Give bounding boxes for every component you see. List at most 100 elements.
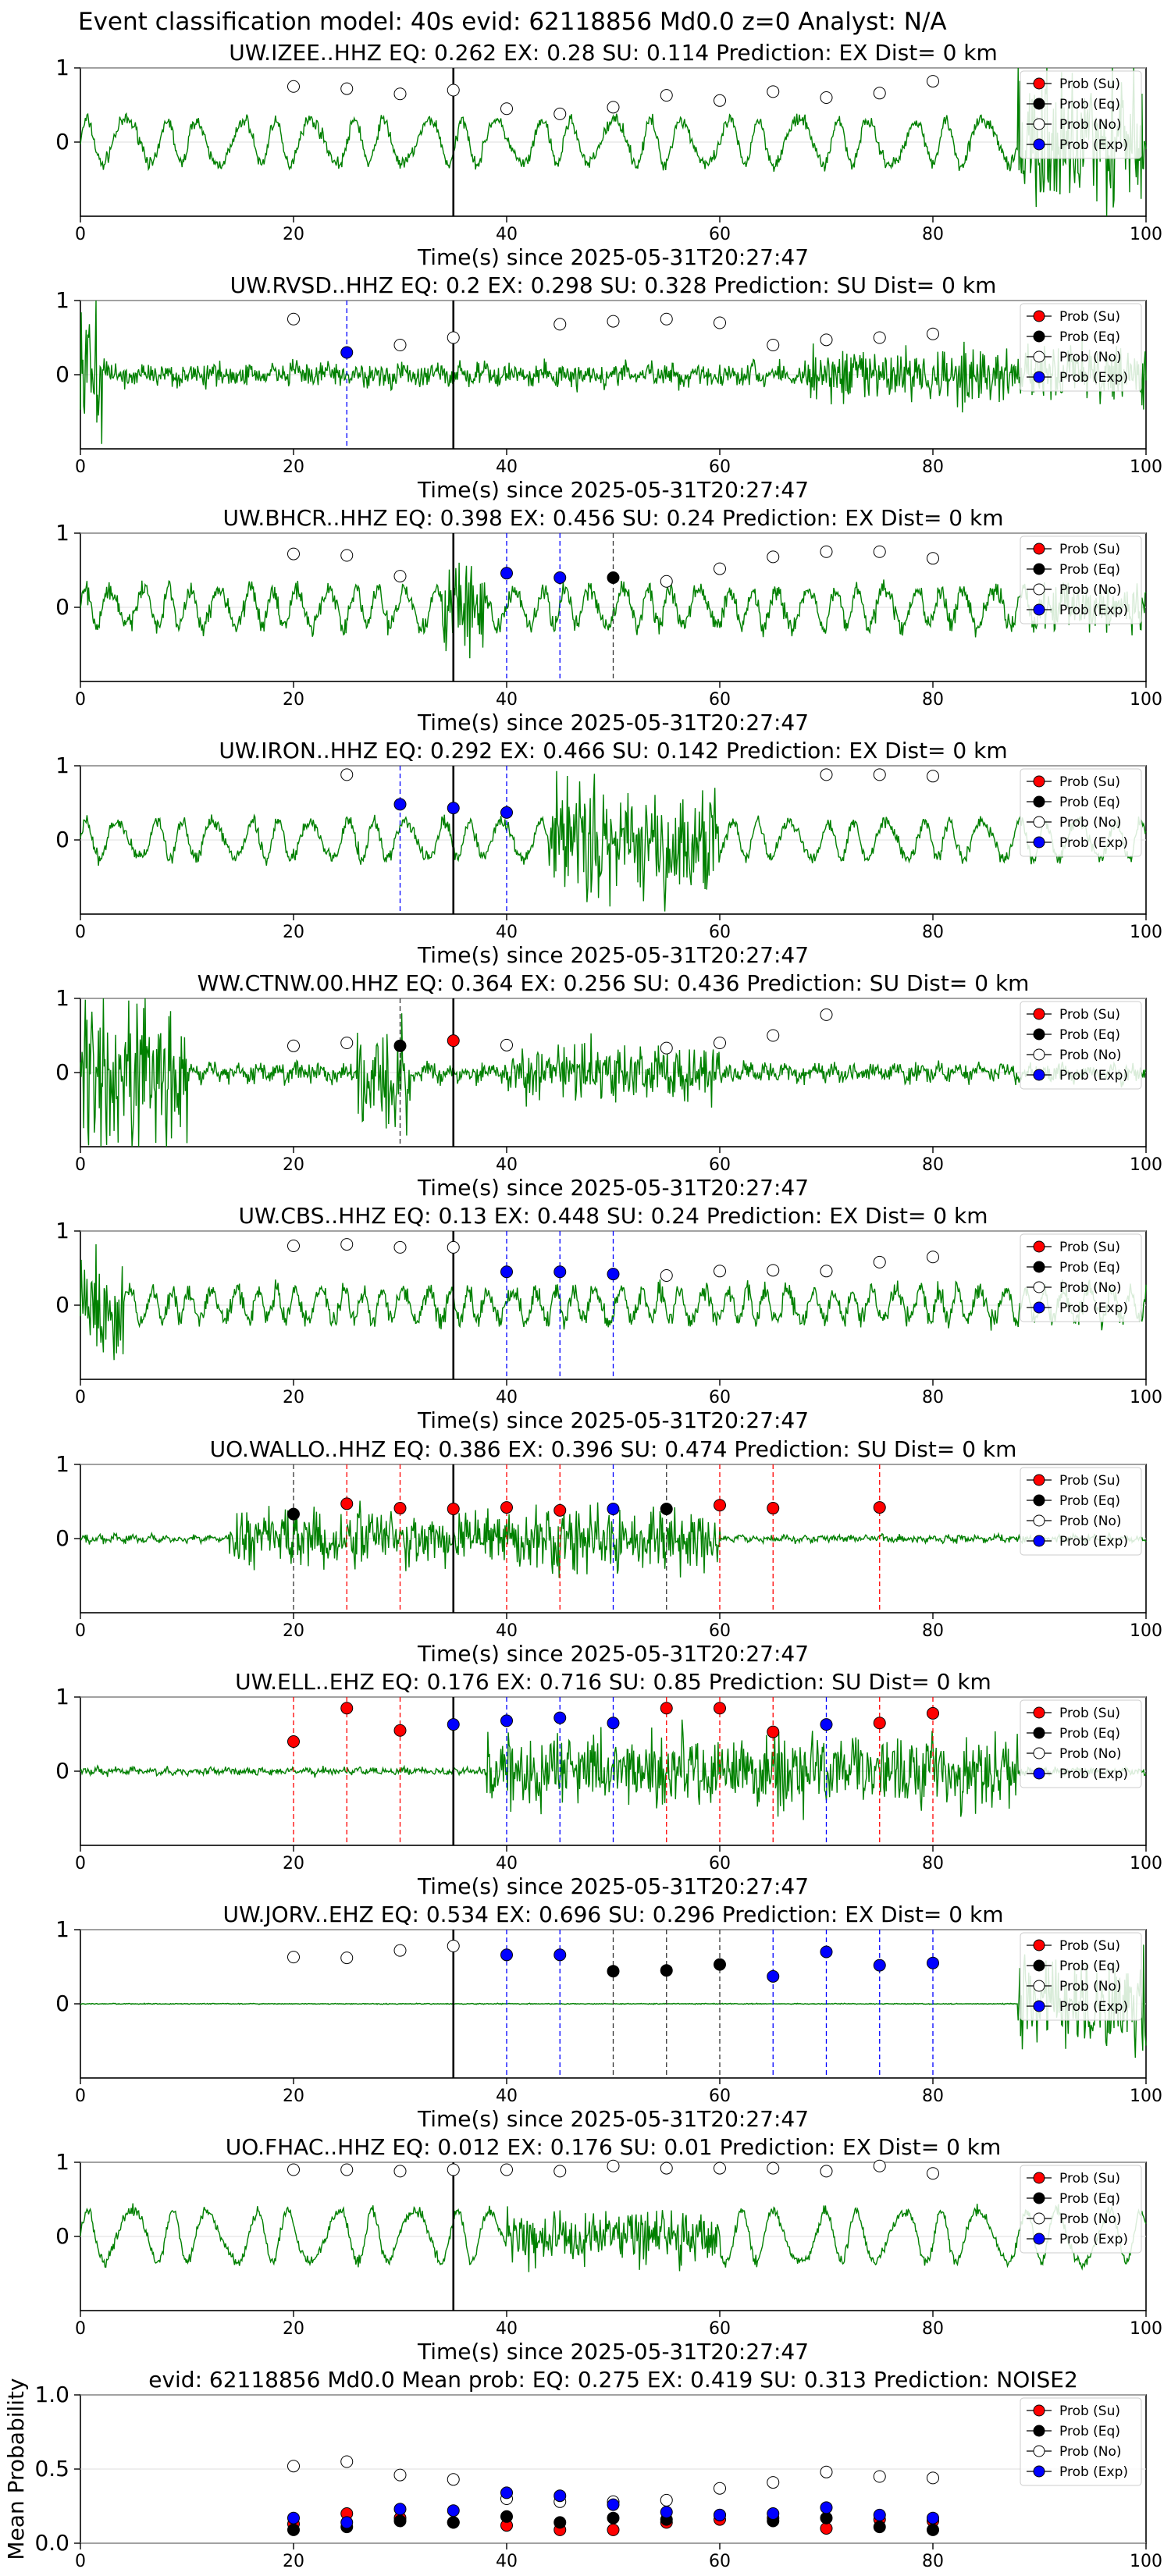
legend-box [1020,1467,1142,1556]
mean-prob-point [607,2511,620,2524]
prob-point [447,1503,460,1515]
prob-point [500,2163,513,2176]
legend-marker [1033,2000,1045,2012]
x-tick-label: 40 [496,1854,518,1873]
legend: Prob (Su) Prob (Eq) Prob (No) Prob (Exp) [1020,70,1142,159]
legend-label: Prob (Exp) [1059,1999,1128,2015]
legend-marker [1033,1474,1045,1486]
mean-prob-point [873,2521,886,2534]
prob-point [500,1501,513,1514]
x-tick-label: 0 [75,2087,86,2106]
x-axis-label: Time(s) since 2025-05-31T20:27:47 [417,710,809,735]
x-tick-label: 60 [709,1854,731,1873]
legend-box [1020,1699,1142,1788]
legend-label: Prob (Eq) [1059,1027,1120,1043]
prob-point [340,82,354,95]
legend-marker [1033,583,1045,596]
legend-marker [1033,1535,1045,1547]
x-axis-label: Time(s) since 2025-05-31T20:27:47 [417,2339,809,2364]
legend-label: Prob (Su) [1059,1240,1120,1255]
mean-prob-point [767,2507,780,2520]
legend-label: Prob (Eq) [1059,2424,1120,2439]
legend-marker [1033,2233,1045,2245]
y-tick-label: 1 [55,985,69,1011]
legend: Prob (Su) Prob (Eq) Prob (No) Prob (Exp) [1020,303,1142,392]
mean-prob-point [820,2522,833,2535]
mean-prob-point [927,2471,939,2485]
x-tick-label: 20 [283,2087,304,2106]
x-tick-label: 20 [283,1388,304,1407]
x-axis-label: Time(s) since 2025-05-31T20:27:47 [417,477,809,503]
legend-label: Prob (No) [1059,1280,1122,1296]
legend-label: Prob (Exp) [1059,2464,1128,2480]
legend-marker [1033,2212,1045,2225]
legend: Prob (Su) Prob (Eq) Prob (No) Prob (Exp) [1020,2165,1142,2254]
panel-title: UW.CBS..HHZ EQ: 0.13 EX: 0.448 SU: 0.24 … [239,1203,988,1229]
x-tick-label: 100 [1130,457,1162,477]
x-tick-label: 100 [1130,1854,1162,1873]
prob-point [340,1952,354,1965]
legend-marker [1033,2425,1045,2437]
prob-point [447,1034,460,1048]
legend-label: Prob (Exp) [1059,1534,1128,1550]
panel-11: evid: 62118856 Md0.0 Mean prob: EQ: 0.27… [3,2367,1162,2571]
mean-prob-point [500,2486,513,2500]
prob-point [660,89,673,102]
legend-marker [1033,1727,1045,1739]
x-tick-label: 100 [1130,225,1162,244]
prob-point [927,552,939,565]
x-tick-label: 20 [283,923,304,942]
prob-point [660,1503,673,1515]
panel-10: UO.FHAC..HHZ EQ: 0.012 EX: 0.176 SU: 0.0… [55,2134,1162,2364]
prob-point [820,1945,833,1959]
legend-box [1020,1001,1142,1090]
x-axis-label: Time(s) since 2025-05-31T20:27:47 [417,1407,809,1433]
x-tick-label: 80 [922,690,944,710]
prob-point [767,1264,780,1277]
legend-marker [1033,563,1045,575]
legend-box [1020,535,1142,624]
prob-point [927,327,939,340]
panel-title: WW.CTNW.00.HHZ EQ: 0.364 EX: 0.256 SU: 0… [198,970,1030,996]
legend-label: Prob (Eq) [1059,1260,1120,1276]
x-tick-label: 80 [922,1621,944,1641]
panels: UW.IZEE..HHZ EQ: 0.262 EX: 0.28 SU: 0.11… [3,40,1162,2571]
x-tick-label: 100 [1130,923,1162,942]
y-tick-label: 0 [55,2223,69,2249]
legend-marker [1033,1767,1045,1780]
x-tick-label: 20 [283,690,304,710]
prob-point [393,1944,407,1957]
mean-prob-point [287,2460,300,2473]
x-tick-label: 0 [75,1854,86,1873]
legend-marker [1033,138,1045,151]
x-tick-label: 100 [1130,2087,1162,2106]
prob-point [927,1251,939,1264]
legend-label: Prob (No) [1059,1979,1122,1994]
legend-label: Prob (Exp) [1059,370,1128,386]
prob-point [393,2165,407,2178]
mean-prob-point [340,2516,354,2529]
mean-prob-point [660,2506,673,2519]
prob-point [660,1702,673,1715]
prob-point [340,1037,354,1049]
prob-point [660,312,673,326]
legend: Prob (Su) Prob (Eq) Prob (No) Prob (Exp) [1020,2397,1142,2486]
legend-marker [1033,1048,1045,1061]
mean-prob-point [447,2504,460,2517]
y-tick-label: 1.0 [34,2382,69,2407]
prob-point [767,1502,780,1515]
mean-prob-point [607,2523,620,2536]
prob-point [287,80,300,93]
x-tick-label: 80 [922,2087,944,2106]
panel-2: UW.RVSD..HHZ EQ: 0.2 EX: 0.298 SU: 0.328… [55,272,1162,503]
x-tick-label: 60 [709,690,731,710]
prob-point [873,2159,886,2172]
legend-label: Prob (Su) [1059,1473,1120,1489]
y-tick-label: 1 [55,2149,69,2175]
legend-label: Prob (Exp) [1059,137,1128,153]
legend-label: Prob (Su) [1059,774,1120,790]
prob-point [553,318,567,331]
x-axis-label: Time(s) since 2025-05-31T20:27:47 [417,942,809,968]
panel-title: UW.ELL..EHZ EQ: 0.176 EX: 0.716 SU: 0.85… [235,1669,991,1695]
prob-point [714,1265,726,1278]
